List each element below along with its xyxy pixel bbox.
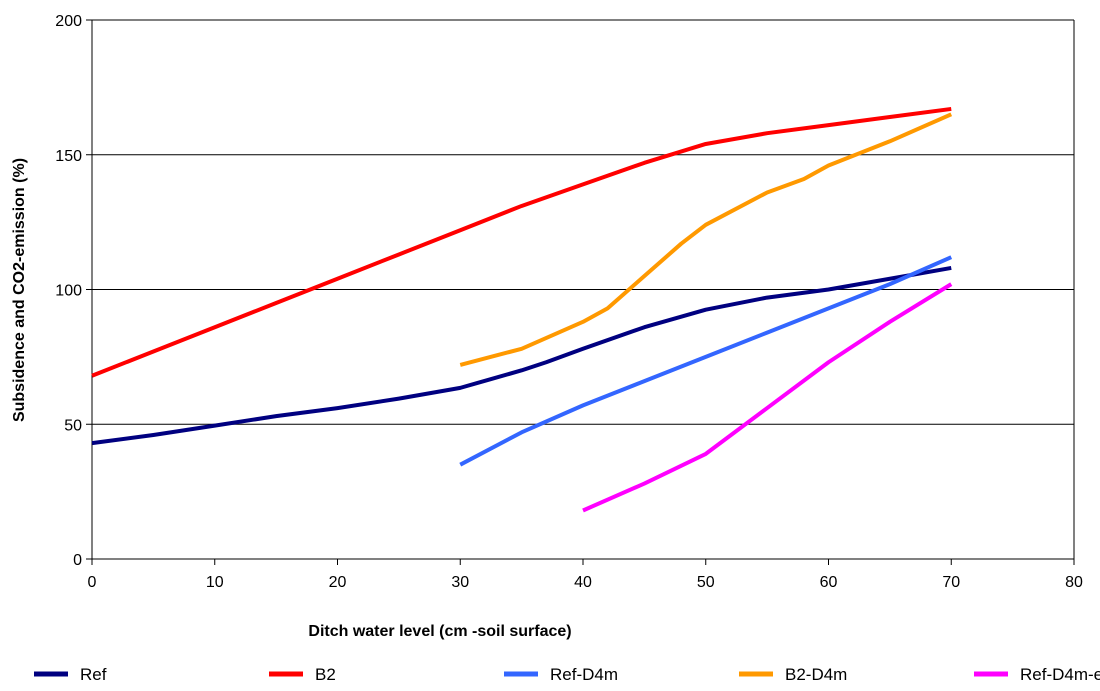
x-axis-title: Ditch water level (cm -soil surface) <box>308 623 571 640</box>
series-line-ref-d4m <box>459 255 953 467</box>
legend-label-ref-d4m-emp: Ref-D4m-emp <box>1020 665 1100 684</box>
legend-label-ref: Ref <box>80 665 107 684</box>
y-tick-label: 200 <box>55 13 82 30</box>
y-tick-label: 100 <box>55 283 82 300</box>
legend-label-b2: B2 <box>315 665 336 684</box>
series-line-b2 <box>91 106 952 378</box>
x-tick-label: 50 <box>697 574 715 591</box>
y-tick-label: 150 <box>55 148 82 165</box>
y-axis-title: Subsidence and CO2-emission (%) <box>11 158 28 422</box>
x-tick-label: 40 <box>574 574 592 591</box>
series-line-b2-d4m <box>459 112 953 367</box>
series-lines <box>91 106 953 513</box>
legend-label-ref-d4m: Ref-D4m <box>550 665 618 684</box>
x-tick-label: 0 <box>88 574 97 591</box>
axes <box>86 19 1075 565</box>
x-tick-label: 20 <box>329 574 347 591</box>
series-line-ref <box>91 265 952 446</box>
x-tick-label: 80 <box>1065 574 1083 591</box>
legend-label-b2-d4m: B2-D4m <box>785 665 847 684</box>
grid-lines <box>92 19 1074 425</box>
series-line-ref-d4m-emp <box>582 282 953 513</box>
x-tick-label: 70 <box>942 574 960 591</box>
y-tick-label: 0 <box>73 552 82 569</box>
x-tick-label: 60 <box>820 574 838 591</box>
tick-labels: 0 50 100 150 200 0 10 20 30 40 50 60 70 80 <box>55 13 1083 591</box>
legend: Ref B2 Ref-D4m B2-D4m Ref-D4m-emp <box>34 665 1100 684</box>
x-tick-label: 30 <box>451 574 469 591</box>
x-tick-label: 10 <box>206 574 224 591</box>
y-tick-label: 50 <box>64 417 82 434</box>
